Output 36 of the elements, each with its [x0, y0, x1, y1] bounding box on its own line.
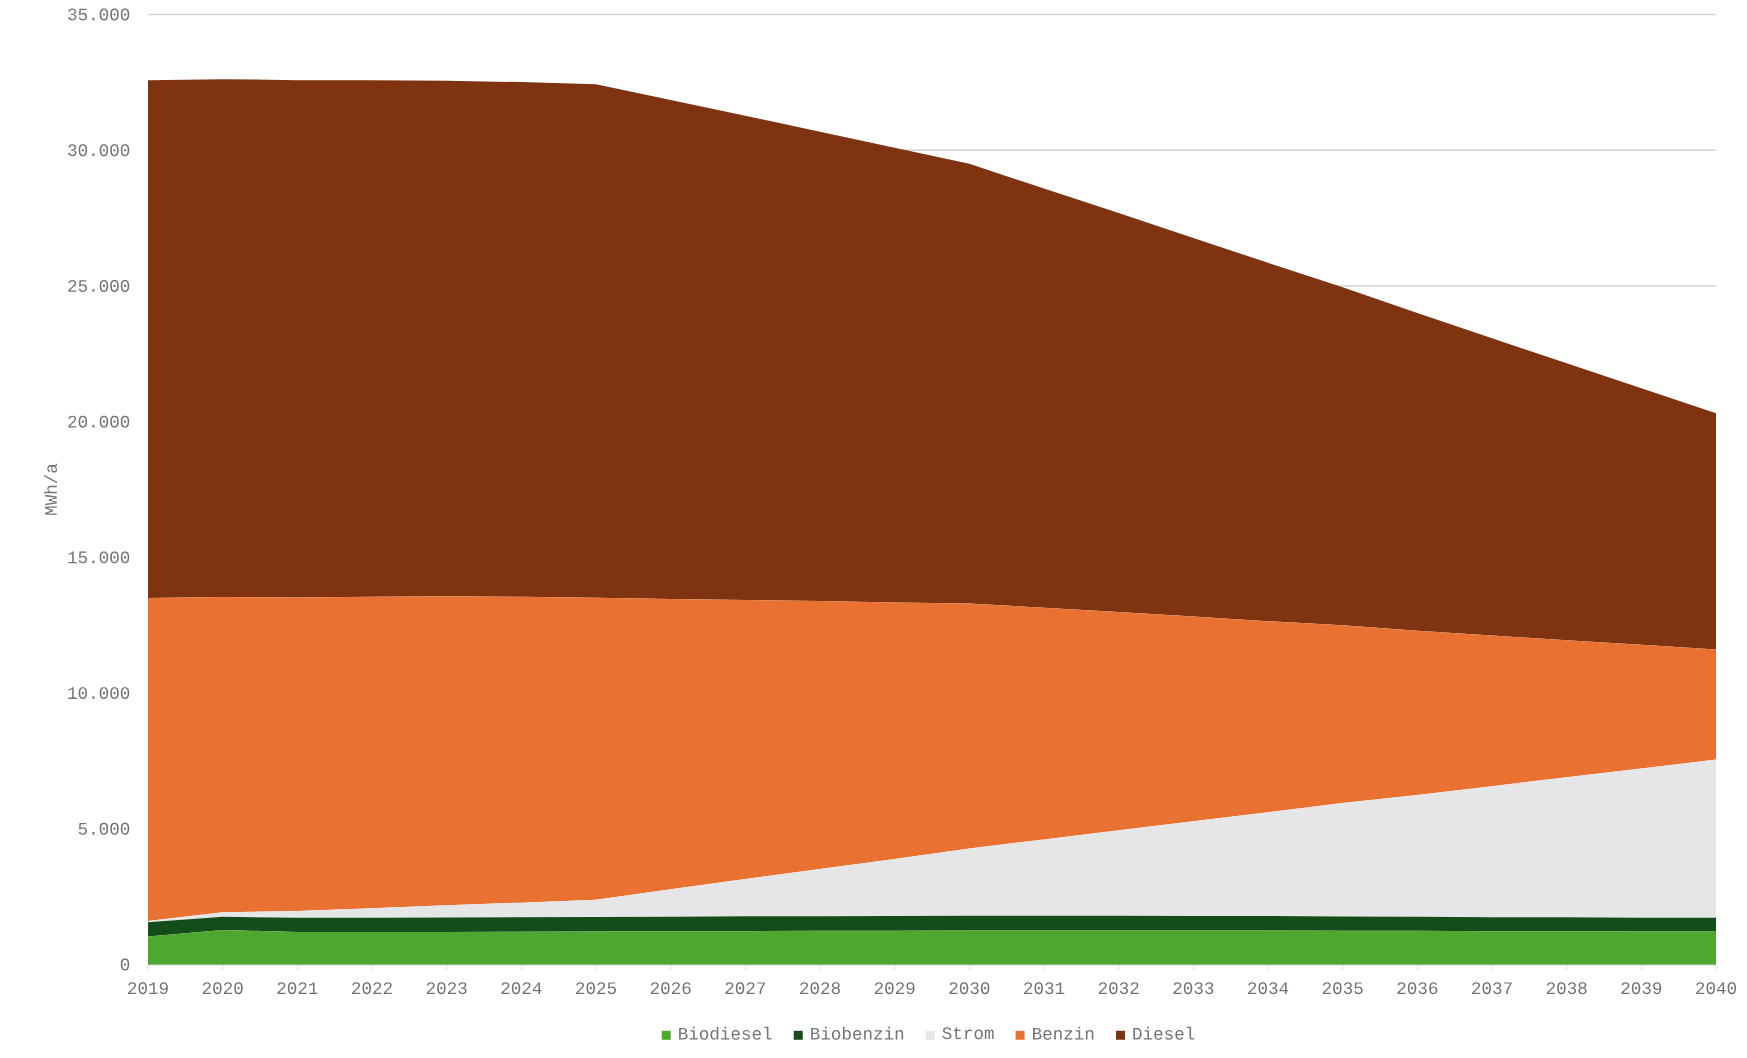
x-tick-label: 2031 [1024, 982, 1065, 995]
x-tick-label: 2023 [426, 982, 467, 995]
x-tick-label: 2029 [874, 982, 915, 995]
y-axis-title: MWh/a [44, 463, 57, 515]
y-tick-label: 20.000 [68, 415, 130, 428]
y-tick-label: 5.000 [78, 822, 130, 835]
x-tick-label: 2026 [650, 982, 691, 995]
x-tick-label: 2024 [501, 982, 542, 995]
x-tick-label: 2036 [1397, 982, 1438, 995]
x-tick-label: 2025 [576, 982, 616, 995]
x-tick-label: 2022 [352, 982, 392, 995]
x-tick-label: 2032 [1098, 982, 1139, 995]
y-tick-label: 35.000 [68, 8, 130, 21]
legend-label: Biobenzin [811, 1026, 904, 1040]
x-tick-label: 2038 [1546, 982, 1587, 995]
y-tick-label: 15.000 [68, 551, 130, 564]
x-tick-label: 2037 [1472, 982, 1512, 995]
y-tick-label: 30.000 [68, 144, 130, 157]
x-tick-label: 2034 [1248, 982, 1289, 995]
y-tick-label: 0 [120, 958, 130, 971]
y-tick-label: 10.000 [68, 687, 130, 700]
y-tick-label: 25.000 [68, 280, 130, 292]
legend-label: Strom [942, 1027, 994, 1040]
x-tick-label: 2021 [277, 982, 318, 995]
x-tick-label: 2033 [1173, 982, 1214, 995]
x-tick-label: 2035 [1322, 982, 1363, 995]
x-tick-label: 2028 [800, 982, 840, 995]
legend-label: Benzin [1033, 1026, 1094, 1040]
x-tick-label: 2020 [202, 982, 243, 995]
x-tick-label: 2019 [128, 982, 168, 995]
x-tick-label: 2030 [949, 982, 990, 995]
x-tick-label: 2027 [725, 982, 766, 995]
legend-label: Biodiesel [679, 1026, 772, 1040]
legend-label: Diesel [1133, 1026, 1195, 1040]
x-tick-label: 2040 [1696, 982, 1737, 995]
x-tick-label: 2039 [1621, 982, 1662, 995]
